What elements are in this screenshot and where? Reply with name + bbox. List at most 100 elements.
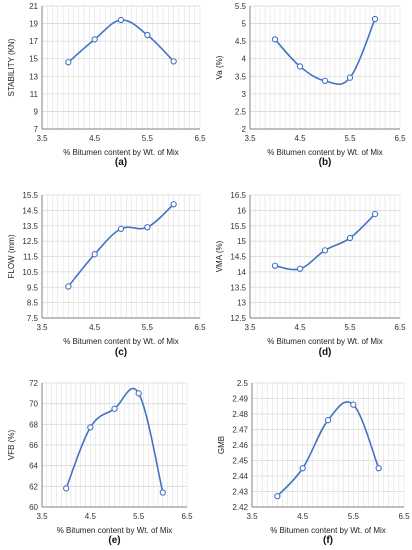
x-tick-label: 5.5 <box>348 512 360 521</box>
y-tick-label: 2 <box>242 125 247 134</box>
panel-label: (d) <box>319 347 332 358</box>
y-tick-label: 17 <box>29 37 38 46</box>
y-tick-label: 2.48 <box>232 410 248 419</box>
x-tick-label: 5.5 <box>142 323 154 332</box>
panel-label: (b) <box>319 157 332 168</box>
data-point <box>144 224 151 231</box>
y-tick-label: 14 <box>237 268 246 277</box>
y-axis-label: VMA (%) <box>215 240 224 272</box>
y-tick-label: 16.5 <box>230 191 246 200</box>
data-point <box>144 31 151 39</box>
x-tick-label: 3.5 <box>244 134 256 143</box>
x-tick-label: 5.5 <box>344 323 356 332</box>
x-tick-label: 6.5 <box>394 323 406 332</box>
y-tick-label: 7 <box>34 125 39 134</box>
data-point <box>296 63 304 70</box>
y-tick-label: 13.5 <box>230 283 246 292</box>
data-point <box>321 77 329 85</box>
data-point <box>159 489 166 496</box>
y-tick-label: 19 <box>29 20 38 29</box>
x-axis-label: % Bitumen content by Wt. of Mix <box>267 337 383 346</box>
y-axis-label: FLOW (mm) <box>7 234 16 278</box>
x-tick-label: 5.5 <box>344 134 356 143</box>
y-tick-label: 12.5 <box>230 314 246 323</box>
data-point <box>324 417 332 424</box>
chart-panel: 12.5 13 13.5 14 14.5 15 15.5 16 16.5 3.5 4.5 5.5 6.5… <box>215 191 406 358</box>
y-tick-label: 14.5 <box>22 206 38 215</box>
x-axis-label: % Bitumen content by Wt. of Mix <box>270 526 386 535</box>
y-tick-label: 21 <box>29 2 38 11</box>
data-point <box>375 465 382 472</box>
y-tick-label: 4 <box>242 55 247 64</box>
y-tick-label: 2.45 <box>232 457 248 466</box>
x-axis-label: % Bitumen content by Wt. of Mix <box>63 148 179 157</box>
y-tick-label: 2.42 <box>232 503 248 512</box>
x-tick-label: 3.5 <box>244 323 256 332</box>
y-axis-label: Va (%) <box>215 55 224 79</box>
y-tick-label: 2.47 <box>232 426 248 435</box>
y-tick-label: 9 <box>34 107 39 116</box>
y-tick-label: 15.5 <box>22 191 38 200</box>
data-point <box>135 390 142 397</box>
y-tick-label: 13 <box>237 299 246 308</box>
data-point <box>271 262 279 269</box>
y-tick-label: 5 <box>242 20 247 29</box>
x-tick-label: 3.5 <box>36 134 48 143</box>
data-point <box>63 485 70 492</box>
chart-panel: 2 2.5 3 3.5 4 4.5 5 5.5 3.5 4.5 5.5 6.5 % Bitumen co… <box>215 2 406 168</box>
y-tick-label: 15 <box>237 237 246 246</box>
y-tick-label: 3 <box>242 90 247 99</box>
chart-panel: 7.5 8.5 9.5 10.5 11.5 12.5 13.5 14.5 15.5 3.5 4.5 5… <box>7 191 206 358</box>
data-point <box>346 74 354 81</box>
data-point <box>91 36 98 43</box>
x-tick-label: 6.5 <box>394 134 406 143</box>
x-tick-label: 4.5 <box>294 134 306 143</box>
panel-label: (a) <box>115 157 127 168</box>
data-point <box>170 201 177 208</box>
data-point <box>296 265 304 272</box>
y-tick-label: 16 <box>237 206 246 215</box>
y-tick-label: 15.5 <box>230 222 246 231</box>
x-tick-label: 4.5 <box>294 323 306 332</box>
panel-label: (e) <box>108 535 120 546</box>
y-tick-label: 15 <box>29 55 38 64</box>
data-point <box>117 16 125 24</box>
x-tick-label: 4.5 <box>85 512 97 521</box>
data-point <box>271 36 279 43</box>
data-point <box>65 59 72 66</box>
y-tick-label: 13 <box>29 72 38 81</box>
data-point <box>170 58 177 65</box>
data-point <box>299 465 306 472</box>
x-tick-label: 5.5 <box>133 512 145 521</box>
y-tick-label: 2.5 <box>237 379 249 388</box>
x-axis-label: % Bitumen content by Wt. of Mix <box>267 148 383 157</box>
x-tick-label: 6.5 <box>194 134 206 143</box>
panel-label: (f) <box>323 535 333 546</box>
y-tick-label: 60 <box>29 503 38 512</box>
y-tick-label: 66 <box>29 441 38 450</box>
data-point <box>117 225 125 232</box>
y-tick-label: 2.5 <box>235 107 247 116</box>
x-tick-label: 4.5 <box>89 134 101 143</box>
y-tick-label: 8.5 <box>27 299 39 308</box>
data-point <box>91 251 98 258</box>
chart-panel: 7 9 11 13 15 17 19 21 3.5 4.5 5.5 6.5 % Bitumen cont… <box>7 2 206 168</box>
x-axis-label: % Bitumen content by Wt. of Mix <box>63 337 179 346</box>
x-tick-label: 6.5 <box>194 323 206 332</box>
data-point <box>371 15 379 23</box>
x-tick-label: 5.5 <box>142 134 154 143</box>
data-point <box>65 283 72 290</box>
x-tick-label: 6.5 <box>181 512 193 521</box>
x-axis-label: % Bitumen content by Wt. of Mix <box>57 526 173 535</box>
x-tick-label: 6.5 <box>398 512 410 521</box>
y-tick-label: 11 <box>30 90 39 99</box>
y-tick-label: 64 <box>29 462 38 471</box>
data-point <box>346 234 354 242</box>
chart-panel: 2.42 2.43 2.44 2.45 2.46 2.47 2.48 2.49 2.5 3.5 4.… <box>217 379 410 546</box>
y-tick-label: 2.46 <box>232 441 248 450</box>
y-tick-label: 7.5 <box>27 314 39 323</box>
x-tick-label: 3.5 <box>36 323 48 332</box>
y-tick-label: 68 <box>29 420 38 429</box>
y-tick-label: 4.5 <box>235 37 247 46</box>
